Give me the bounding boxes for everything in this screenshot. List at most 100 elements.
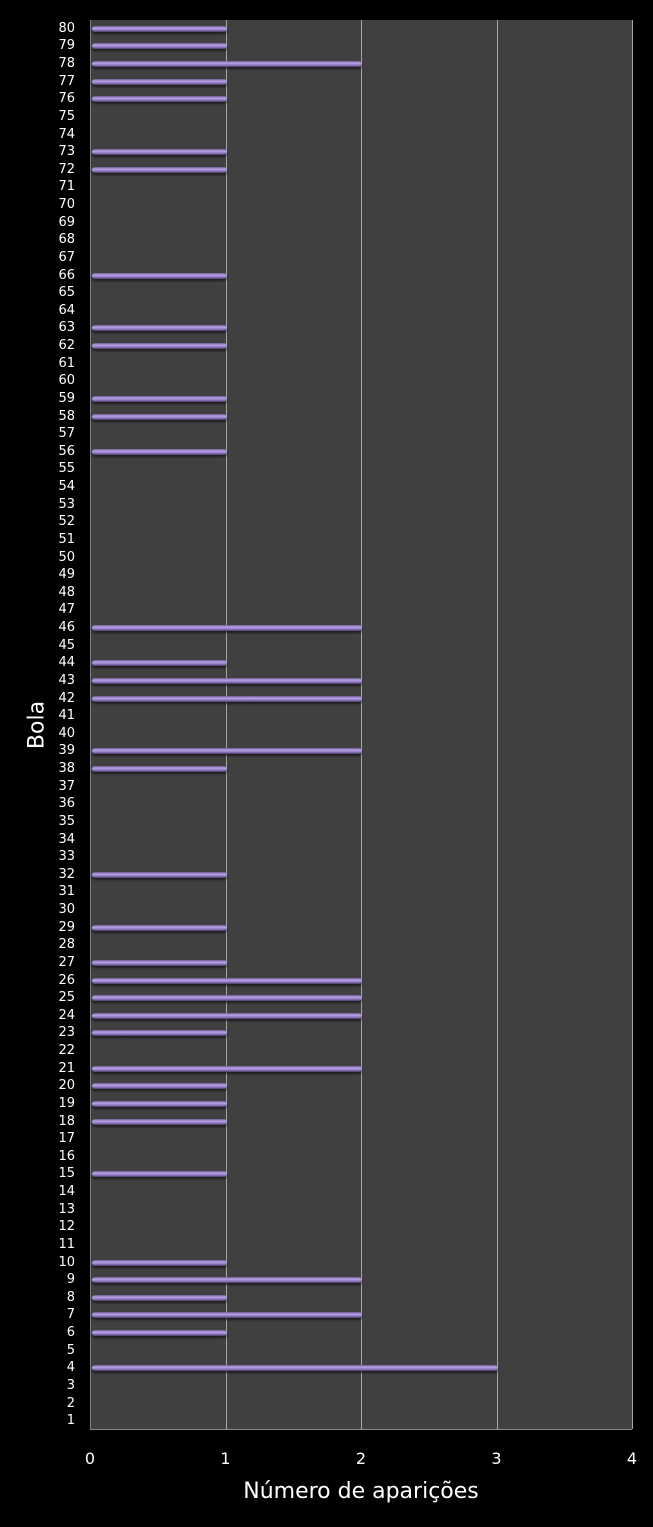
y-tick-label: 75 <box>58 108 75 124</box>
x-tick-label: 0 <box>84 1449 96 1468</box>
bar-19 <box>92 1100 227 1107</box>
y-tick-label: 66 <box>58 267 75 283</box>
y-tick-label: 59 <box>58 390 75 406</box>
bar-63 <box>92 325 227 332</box>
bar-59 <box>92 395 227 402</box>
y-tick-label: 80 <box>58 20 75 36</box>
y-tick-label: 52 <box>58 514 75 530</box>
bar-76 <box>92 96 227 103</box>
y-tick-label: 46 <box>58 620 75 636</box>
bar-46 <box>92 625 362 632</box>
y-tick-label: 58 <box>58 408 75 424</box>
y-tick-label: 30 <box>58 902 75 918</box>
y-tick-label: 7 <box>66 1307 75 1323</box>
bar-72 <box>92 166 227 173</box>
y-tick-label: 32 <box>58 866 75 882</box>
y-tick-label: 68 <box>58 232 75 248</box>
bar-38 <box>92 766 227 773</box>
bar-27 <box>92 959 227 966</box>
y-tick-label: 45 <box>58 637 75 653</box>
bar-39 <box>92 748 362 755</box>
bar-20 <box>92 1083 227 1090</box>
y-tick-label: 42 <box>58 690 75 706</box>
y-tick-label: 41 <box>58 708 75 724</box>
y-axis-title: Bola <box>24 700 50 750</box>
bar-73 <box>92 149 227 156</box>
y-tick-label: 16 <box>58 1148 75 1164</box>
y-tick-label: 11 <box>58 1236 75 1252</box>
x-tick-label: 3 <box>491 1449 502 1468</box>
y-tick-label: 19 <box>58 1095 75 1111</box>
bar-26 <box>92 977 362 984</box>
y-tick-label: 34 <box>58 831 75 847</box>
bar-56 <box>92 448 227 455</box>
y-tick-label: 8 <box>66 1289 75 1305</box>
y-tick-label: 2 <box>66 1395 75 1411</box>
y-tick-label: 77 <box>58 73 75 89</box>
gridline <box>632 20 633 1429</box>
y-tick-label: 31 <box>58 884 75 900</box>
bar-29 <box>92 924 227 931</box>
y-tick-label: 14 <box>58 1184 75 1200</box>
y-tick-label: 37 <box>58 778 75 794</box>
y-tick-label: 74 <box>58 126 75 142</box>
y-tick-label: 39 <box>58 743 75 759</box>
bar-77 <box>92 78 227 85</box>
y-tick-label: 3 <box>66 1377 75 1393</box>
bar-21 <box>92 1065 362 1072</box>
y-tick-label: 67 <box>58 249 75 265</box>
y-tick-label: 6 <box>66 1325 75 1341</box>
bar-9 <box>92 1277 362 1284</box>
bar-10 <box>92 1259 227 1266</box>
plot-area <box>90 20 633 1430</box>
y-tick-label: 15 <box>58 1166 75 1182</box>
y-tick-label: 38 <box>58 761 75 777</box>
y-tick-label: 22 <box>58 1043 75 1059</box>
y-tick-label: 49 <box>58 567 75 583</box>
y-tick-label: 48 <box>58 584 75 600</box>
y-tick-label: 60 <box>58 373 75 389</box>
y-tick-label: 73 <box>58 144 75 160</box>
y-tick-label: 50 <box>58 549 75 565</box>
y-tick-label: 54 <box>58 479 75 495</box>
y-tick-label: 17 <box>58 1131 75 1147</box>
y-tick-label: 72 <box>58 161 75 177</box>
bar-4 <box>92 1365 498 1372</box>
bar-6 <box>92 1330 227 1337</box>
bar-62 <box>92 343 227 350</box>
y-tick-label: 69 <box>58 214 75 230</box>
y-tick-label: 4 <box>66 1360 75 1376</box>
bar-44 <box>92 660 227 667</box>
y-tick-label: 21 <box>58 1060 75 1076</box>
bar-8 <box>92 1294 227 1301</box>
y-tick-label: 61 <box>58 355 75 371</box>
y-tick-label: 18 <box>58 1113 75 1129</box>
y-tick-label: 29 <box>58 919 75 935</box>
x-axis-title: Número de aparições <box>243 1479 479 1504</box>
y-tick-label: 35 <box>58 813 75 829</box>
y-tick-label: 63 <box>58 320 75 336</box>
y-tick-label: 26 <box>58 972 75 988</box>
y-tick-label: 62 <box>58 338 75 354</box>
y-tick-label: 9 <box>66 1272 75 1288</box>
y-tick-label: 10 <box>58 1254 75 1270</box>
bar-32 <box>92 871 227 878</box>
y-tick-label: 40 <box>58 725 75 741</box>
bar-24 <box>92 1012 362 1019</box>
bar-78 <box>92 61 362 68</box>
y-tick-label: 56 <box>58 443 75 459</box>
y-tick-label: 24 <box>58 1007 75 1023</box>
gridline <box>225 20 227 1429</box>
bar-23 <box>92 1030 227 1037</box>
bar-7 <box>92 1312 362 1319</box>
y-tick-label: 65 <box>58 285 75 301</box>
bar-58 <box>92 413 227 420</box>
bar-15 <box>92 1171 227 1178</box>
bar-80 <box>92 25 227 32</box>
y-tick-label: 27 <box>58 954 75 970</box>
y-tick-label: 44 <box>58 655 75 671</box>
y-tick-label: 79 <box>58 38 75 54</box>
x-tick-label: 4 <box>626 1449 638 1468</box>
y-tick-label: 33 <box>58 849 75 865</box>
